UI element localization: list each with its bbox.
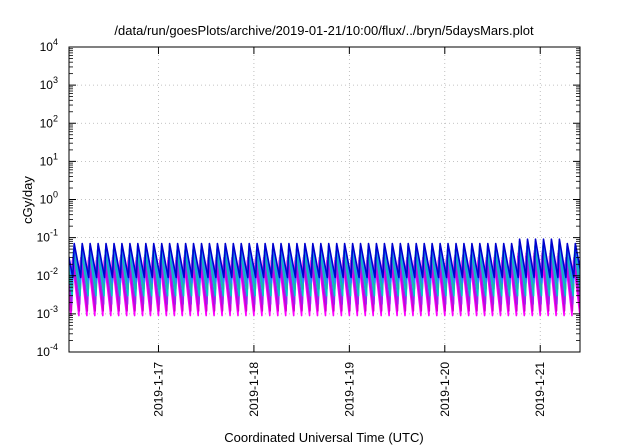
y-tick-label: 101 bbox=[40, 151, 58, 168]
y-tick-label: 10-1 bbox=[37, 228, 58, 245]
y-axis-label: cGy/day bbox=[20, 176, 35, 224]
y-axis: 10-4 10-3 10-2 10-1 100 101 102 103 104 bbox=[37, 37, 580, 359]
grid-layer bbox=[69, 47, 580, 352]
y-tick-label: 10-2 bbox=[37, 266, 58, 283]
x-tick-label: 2019-1-17 bbox=[151, 362, 165, 417]
x-tick-label: 2019-1-18 bbox=[247, 362, 261, 417]
x-tick-label: 2019-1-19 bbox=[342, 362, 356, 417]
y-tick-label: 104 bbox=[40, 37, 58, 54]
x-tick-label: 2019-1-20 bbox=[438, 362, 452, 417]
x-axis: 2019-1-17 2019-1-18 2019-1-19 2019-1-20 2019… bbox=[151, 47, 547, 417]
x-axis-label: Coordinated Universal Time (UTC) bbox=[224, 430, 423, 445]
y-tick-label: 10-3 bbox=[37, 304, 58, 321]
series-layer bbox=[69, 238, 580, 317]
y-tick-label: 10-4 bbox=[37, 342, 58, 359]
y-tick-label: 103 bbox=[40, 75, 58, 92]
y-tick-label: 102 bbox=[40, 113, 58, 130]
chart-title: /data/run/goesPlots/archive/2019-01-21/1… bbox=[114, 23, 534, 38]
series-line bbox=[69, 238, 580, 279]
x-tick-label: 2019-1-21 bbox=[533, 362, 547, 417]
y-tick-label: 100 bbox=[40, 190, 58, 207]
